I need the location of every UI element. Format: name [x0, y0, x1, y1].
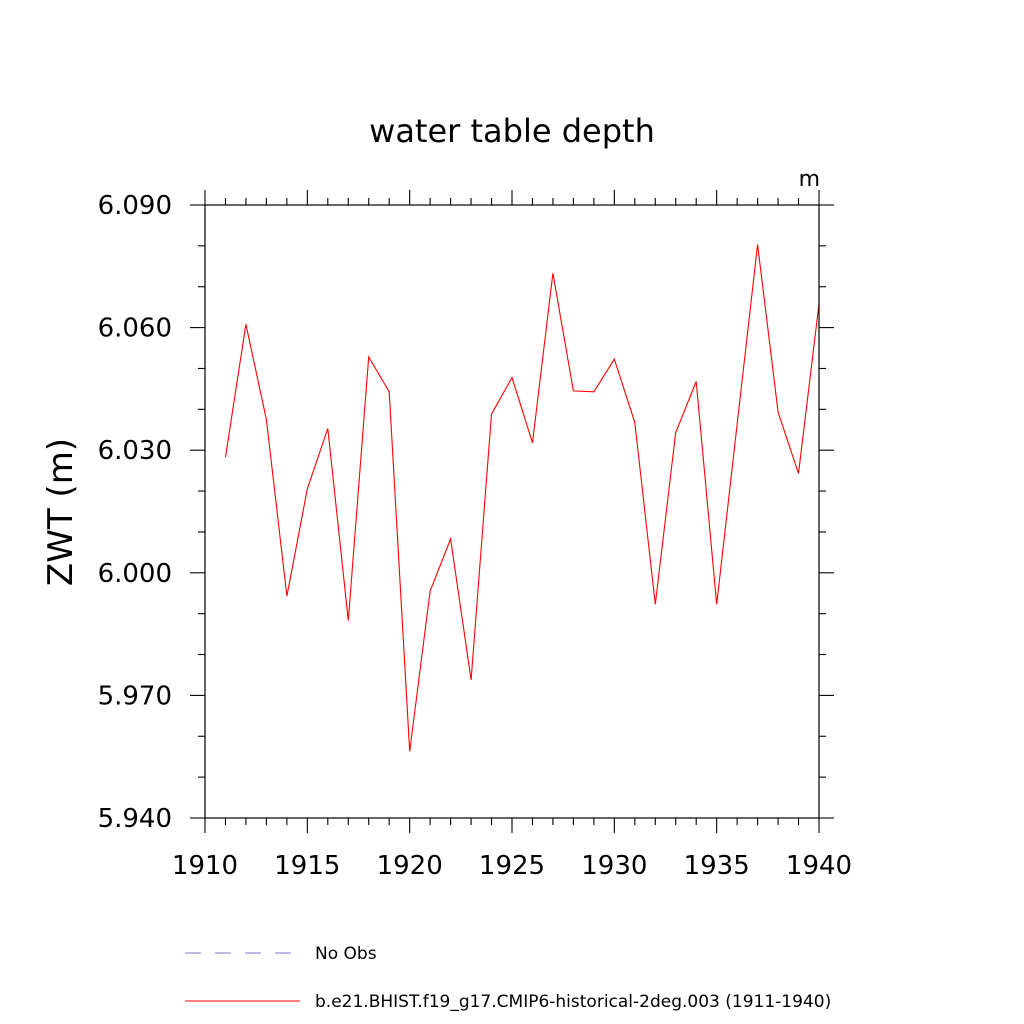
legend: No Obs b.e21.BHIST.f19_g17.CMIP6-historic…	[185, 944, 831, 1012]
legend-label: b.e21.BHIST.f19_g17.CMIP6-historical-2de…	[315, 992, 831, 1012]
units-label: m	[799, 167, 820, 192]
x-tick-label: 1910	[172, 851, 238, 881]
x-tick-label: 1930	[581, 851, 647, 881]
x-tick-label: 1920	[377, 851, 443, 881]
y-tick-label: 6.060	[98, 314, 172, 344]
y-tick-label: 6.000	[98, 559, 172, 589]
y-tick-label: 6.030	[98, 436, 172, 466]
axis-layer: 1910 1915 1920 1925 1930 1935 1940 5.940 5.970 6.…	[98, 190, 852, 881]
x-tick-label: 1935	[684, 851, 750, 881]
y-tick-label: 5.970	[98, 681, 172, 711]
x-tick-label: 1940	[786, 851, 852, 881]
y-axis-label: ZWT (m)	[41, 438, 81, 586]
series-line	[224, 244, 820, 752]
legend-label: No Obs	[315, 944, 377, 964]
series-layer	[224, 244, 820, 752]
y-tick-label: 5.940	[98, 804, 172, 834]
y-tick-label: 6.090	[98, 191, 172, 221]
x-tick-label: 1925	[479, 851, 545, 881]
chart-title: water table depth	[369, 112, 655, 150]
x-tick-label: 1915	[274, 851, 340, 881]
